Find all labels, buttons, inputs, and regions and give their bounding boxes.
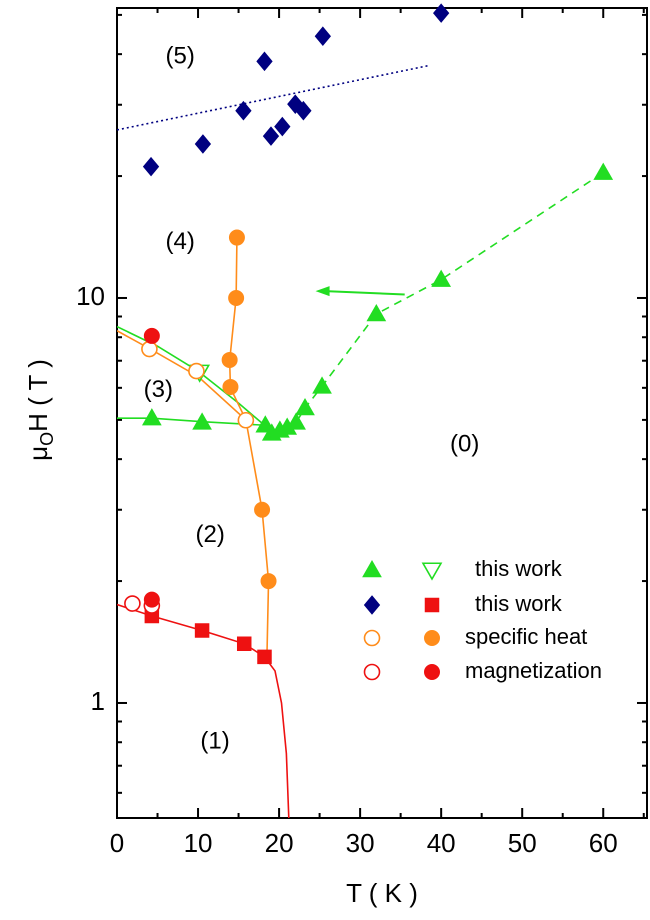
fit-curve [117,330,270,657]
y-tick-label: 10 [76,281,105,311]
marker [295,397,315,416]
legend-marker [421,562,443,581]
x-tick-label: 50 [508,828,537,858]
marker [141,340,158,358]
marker [228,229,245,246]
marker [236,636,252,652]
marker [262,126,280,146]
marker [124,595,141,612]
x-tick-label: 60 [589,828,618,858]
fit-curve [117,417,266,427]
marker [257,649,272,665]
fit-curve [271,171,604,435]
legend-label: this work [475,556,563,581]
marker [221,351,238,368]
y-tick-label: 1 [91,686,105,716]
marker [141,408,162,426]
marker [194,623,210,638]
legend-marker [424,597,440,613]
marker [286,412,306,430]
marker [222,378,239,395]
legend-label: magnetization [465,658,602,683]
marker [256,51,273,72]
plot-frame [116,7,648,819]
fit-curve [117,64,430,131]
marker [431,269,452,287]
legend-marker [424,664,440,680]
x-tick-label: 40 [427,828,456,858]
region-label: (4) [166,228,195,255]
marker [194,134,212,154]
marker [366,303,387,322]
marker [228,289,245,306]
marker [593,162,614,180]
legend-marker [424,630,440,646]
legend-marker [362,559,382,578]
region-label: (2) [196,521,225,548]
marker [433,3,450,23]
arrow-head [315,286,330,297]
x-tick-label: 30 [346,828,375,858]
region-label: (1) [200,728,229,755]
marker [254,501,271,518]
region-label: (5) [166,43,195,70]
marker [274,116,291,137]
y-axis-label: μOH ( T ) [23,359,57,461]
marker [312,376,332,394]
marker [143,327,160,344]
marker [235,100,252,121]
region-label: (0) [450,431,479,458]
marker [295,100,312,121]
marker [142,156,160,177]
legend-label: this work [475,591,563,616]
arrow-shaft [325,290,405,296]
marker [237,411,255,429]
x-axis-label: T ( K ) [346,878,418,908]
legend-marker [363,663,381,681]
legend-label: specific heat [465,624,587,649]
legend-marker [363,595,381,615]
x-tick-label: 0 [110,828,124,858]
marker [143,591,160,608]
marker [260,573,277,590]
x-tick-label: 10 [184,828,213,858]
marker [188,362,205,380]
marker [314,26,331,46]
marker [192,412,212,430]
x-tick-label: 20 [265,828,294,858]
legend-marker [363,629,381,647]
region-label: (3) [144,376,173,403]
